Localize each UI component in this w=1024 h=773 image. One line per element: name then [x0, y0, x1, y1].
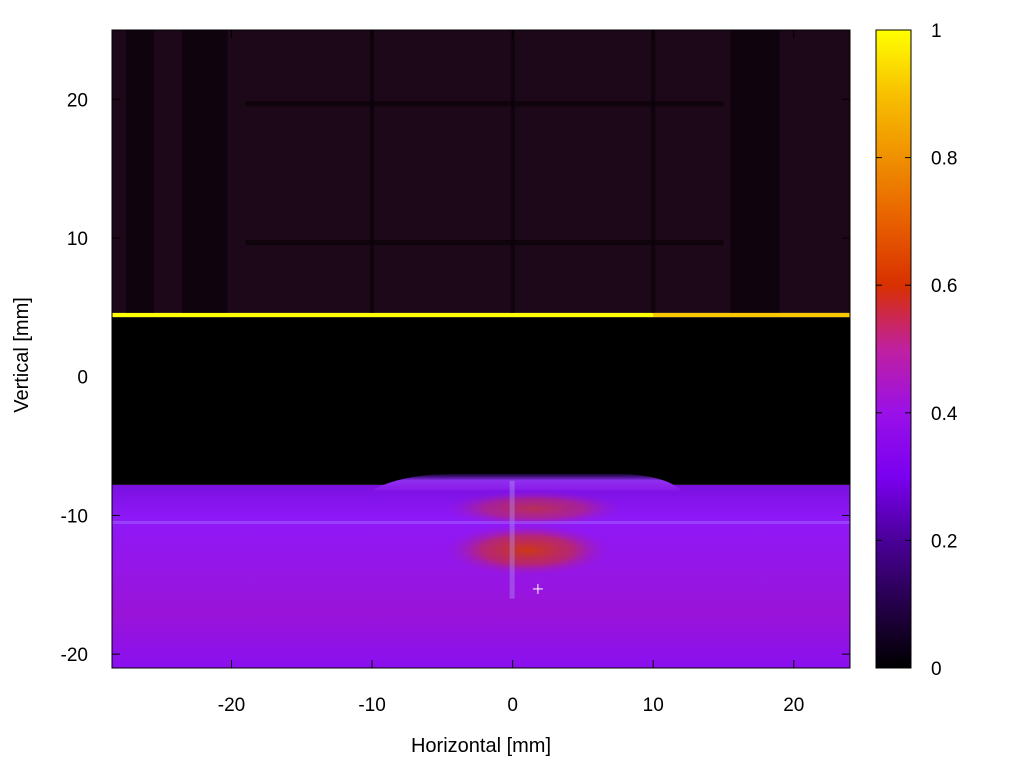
dark-gap	[112, 317, 850, 485]
y-axis-label: Vertical [mm]	[11, 297, 33, 413]
x-tick-label: 0	[507, 695, 518, 716]
y-tick-label: -10	[61, 506, 88, 527]
grid-shadow-line	[245, 101, 724, 107]
plot-frame	[111, 29, 851, 669]
colorbar-tick-label: 0.4	[931, 404, 958, 425]
y-tick-label: 0	[77, 368, 88, 389]
grid-shadow-line	[510, 30, 515, 313]
center-seam	[509, 480, 515, 599]
grid-shadow-line	[651, 30, 656, 313]
upper-bump	[372, 473, 682, 491]
edge-line-fade	[653, 312, 850, 318]
x-axis-label: Horizontal [mm]	[411, 735, 551, 757]
colorbar-tick-label: 0.2	[931, 531, 957, 552]
heatmap-area	[112, 30, 850, 668]
colorbar-tick-label: 0	[931, 659, 942, 680]
x-tick-label: -20	[218, 695, 245, 716]
tick-labels: -20 -10 0 10 20 -20 -10 0 10 20	[61, 90, 805, 716]
colorbar	[875, 29, 912, 669]
colorbar-tick-label: 0.6	[931, 276, 957, 297]
colorbar-ticks: 0 0.2 0.4 0.6 0.8 1	[876, 21, 958, 680]
x-tick-label: 20	[783, 695, 804, 716]
axis-ticks	[112, 30, 850, 668]
marker-plus	[532, 583, 543, 594]
hot-spot-upper	[442, 490, 626, 527]
y-tick-label: 10	[67, 229, 88, 250]
bright-edge-line	[112, 312, 850, 318]
colorbar-tick-label: 0.8	[931, 149, 957, 170]
dark-stripe	[126, 30, 155, 313]
x-tick-label: 10	[643, 695, 664, 716]
upper-background	[112, 30, 850, 313]
y-tick-label: 20	[67, 90, 88, 111]
dark-stripe	[182, 30, 228, 313]
y-tick-label: -20	[61, 645, 88, 666]
dark-stripe	[730, 30, 780, 313]
grid-shadow-line	[245, 240, 724, 246]
grid-shadow-line	[370, 30, 375, 313]
x-tick-label: -10	[358, 695, 385, 716]
colorbar-tick-label: 1	[931, 21, 942, 42]
horizontal-seam	[112, 520, 850, 524]
hot-spot	[444, 524, 612, 577]
